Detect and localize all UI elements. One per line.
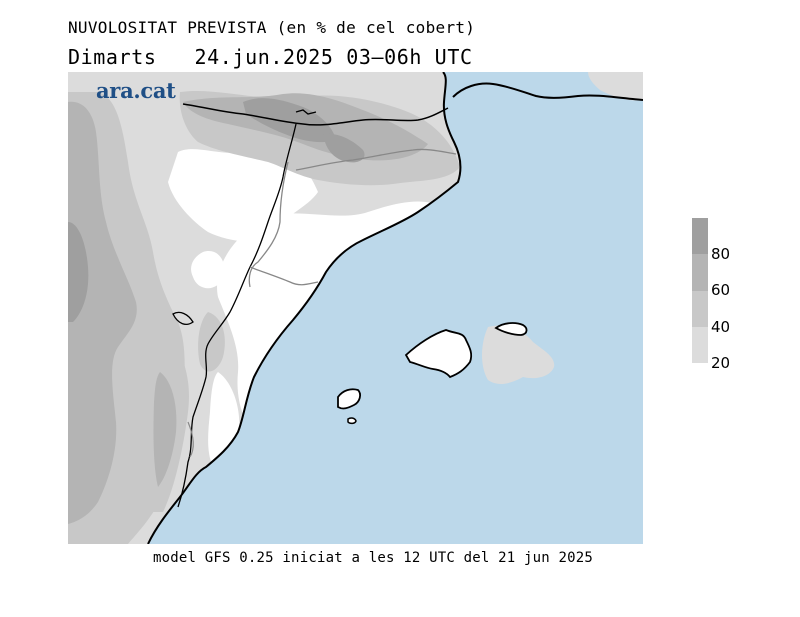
forecast-datetime: 24.jun.2025 03–06h UTC	[194, 45, 473, 69]
regional-border	[295, 148, 457, 171]
legend-band-20-40	[692, 326, 708, 363]
legend-band-40-60	[692, 290, 708, 327]
regional-border	[248, 161, 289, 288]
regional-border	[187, 421, 194, 458]
legend-label-80: 80	[711, 245, 731, 263]
cloud-60-region	[68, 101, 137, 524]
clear-sky-region	[191, 251, 225, 289]
cloud-cover-legend	[692, 218, 708, 363]
model-run-info: model GFS 0.25 iniciat a les 12 UTC del …	[153, 550, 594, 566]
legend-label-20: 20	[711, 354, 731, 372]
regional-border	[249, 266, 319, 286]
island-formentera	[347, 417, 357, 425]
forecast-time: Dimarts 24.jun.2025 03–06h UTC	[68, 45, 473, 69]
sea	[148, 72, 643, 544]
legend-label-40: 40	[711, 318, 731, 336]
cloud-60-region	[153, 372, 177, 487]
island-eivissa	[337, 388, 361, 410]
cloud-80-region	[68, 222, 89, 322]
regional-border	[177, 123, 297, 508]
legend-band-80-100	[692, 218, 708, 255]
border-france-spain	[182, 103, 449, 126]
border-france-spain	[295, 109, 317, 115]
cloud-80-region	[243, 98, 336, 143]
map-title: NUVOLOSITAT PREVISTA (en % de cel cobert…	[68, 18, 476, 37]
regional-border	[172, 311, 194, 325]
forecast-day: Dimarts	[68, 45, 157, 69]
cloud-40-region	[198, 312, 225, 372]
cloud-20-region-sea	[482, 325, 555, 384]
aracat-logo: ara.cat	[96, 78, 176, 103]
legend-band-60-80	[692, 254, 708, 291]
cloud-20-region-sea	[588, 72, 643, 101]
cloud-80-region	[323, 133, 365, 163]
cloud-cover-map	[68, 72, 643, 544]
island-menorca	[494, 322, 528, 336]
island-mallorca	[404, 329, 473, 379]
legend-label-60: 60	[711, 281, 731, 299]
coastline-north	[452, 82, 643, 101]
coastline	[147, 72, 462, 544]
